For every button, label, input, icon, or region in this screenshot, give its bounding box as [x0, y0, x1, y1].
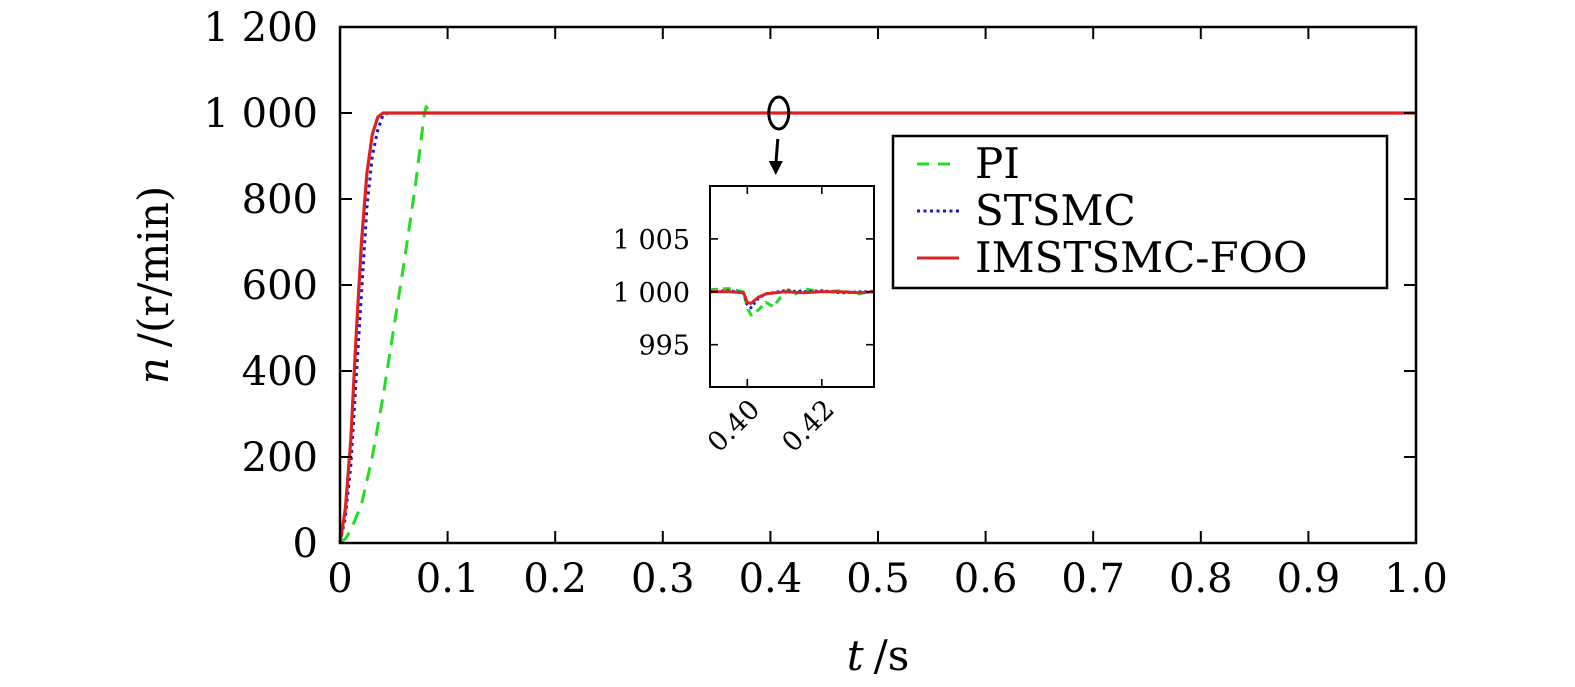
legend-box — [891, 134, 1389, 290]
legend-label-stsmc: STSMC — [975, 186, 1136, 235]
y-axis-var: n — [129, 357, 178, 384]
inset-y-tick-label: 995 — [638, 331, 690, 362]
x-axis-title: t/s — [847, 631, 910, 680]
axis-titles: t/s n /(r/min) — [129, 186, 909, 680]
zoom-arrow-head — [768, 161, 783, 175]
series-line-pi — [339, 105, 1416, 545]
inset-x-tick-label: 0.40 — [702, 394, 766, 458]
y-tick-label: 400 — [242, 349, 318, 395]
y-tick-label: 0 — [293, 521, 318, 567]
y-tick-label: 200 — [242, 435, 318, 481]
x-axis-var: t — [847, 631, 864, 680]
x-tick-label: 0.2 — [523, 556, 587, 602]
x-tick-label: 1.0 — [1384, 556, 1448, 602]
x-tick-label: 0.8 — [1169, 556, 1233, 602]
y-axis-title: n /(r/min) — [129, 186, 178, 385]
legend-label-imstsmc-foo: IMSTSMC-FOO — [975, 233, 1308, 282]
inset-x-tick-label: 0.42 — [776, 394, 840, 458]
y-tick-label: 1 000 — [203, 91, 318, 137]
inset-series-line-imstsmc-foo — [710, 290, 875, 305]
inset-plot: 0.40 0.42 995 1 000 1 005 — [613, 185, 875, 458]
y-axis-unit: /(r/min) — [129, 186, 178, 347]
x-tick-label: 0 — [327, 556, 352, 602]
series-line-imstsmc-foo — [338, 111, 1416, 544]
inset-y-tick-label: 1 005 — [613, 225, 690, 256]
y-tick-label: 800 — [242, 177, 318, 223]
inset-frame — [709, 185, 875, 388]
main-plot: 0 0.1 0.2 0.3 0.4 0.5 0.6 0.7 0.8 0.9 1.0 0 200 400 60… — [203, 5, 1447, 602]
x-axis-unit: /s — [874, 631, 910, 680]
x-tick-label: 0.1 — [416, 556, 480, 602]
inset-background — [710, 186, 874, 387]
x-tick-label: 0.4 — [739, 556, 803, 602]
y-tick-label: 1 200 — [203, 5, 318, 51]
series-line-stsmc — [338, 111, 1416, 544]
y-tick-label: 600 — [242, 263, 318, 309]
inset-y-tick-label: 1 000 — [613, 278, 690, 309]
zoom-marker-ellipse — [767, 95, 791, 131]
x-tick-label: 0.9 — [1277, 556, 1341, 602]
x-tick-label: 0.6 — [954, 556, 1018, 602]
x-tick-label: 0.7 — [1061, 556, 1125, 602]
zoom-arrow-shaft — [774, 138, 780, 166]
x-tick-label: 0.5 — [846, 556, 910, 602]
x-tick-label: 0.3 — [631, 556, 695, 602]
legend-label-pi: PI — [975, 139, 1020, 188]
